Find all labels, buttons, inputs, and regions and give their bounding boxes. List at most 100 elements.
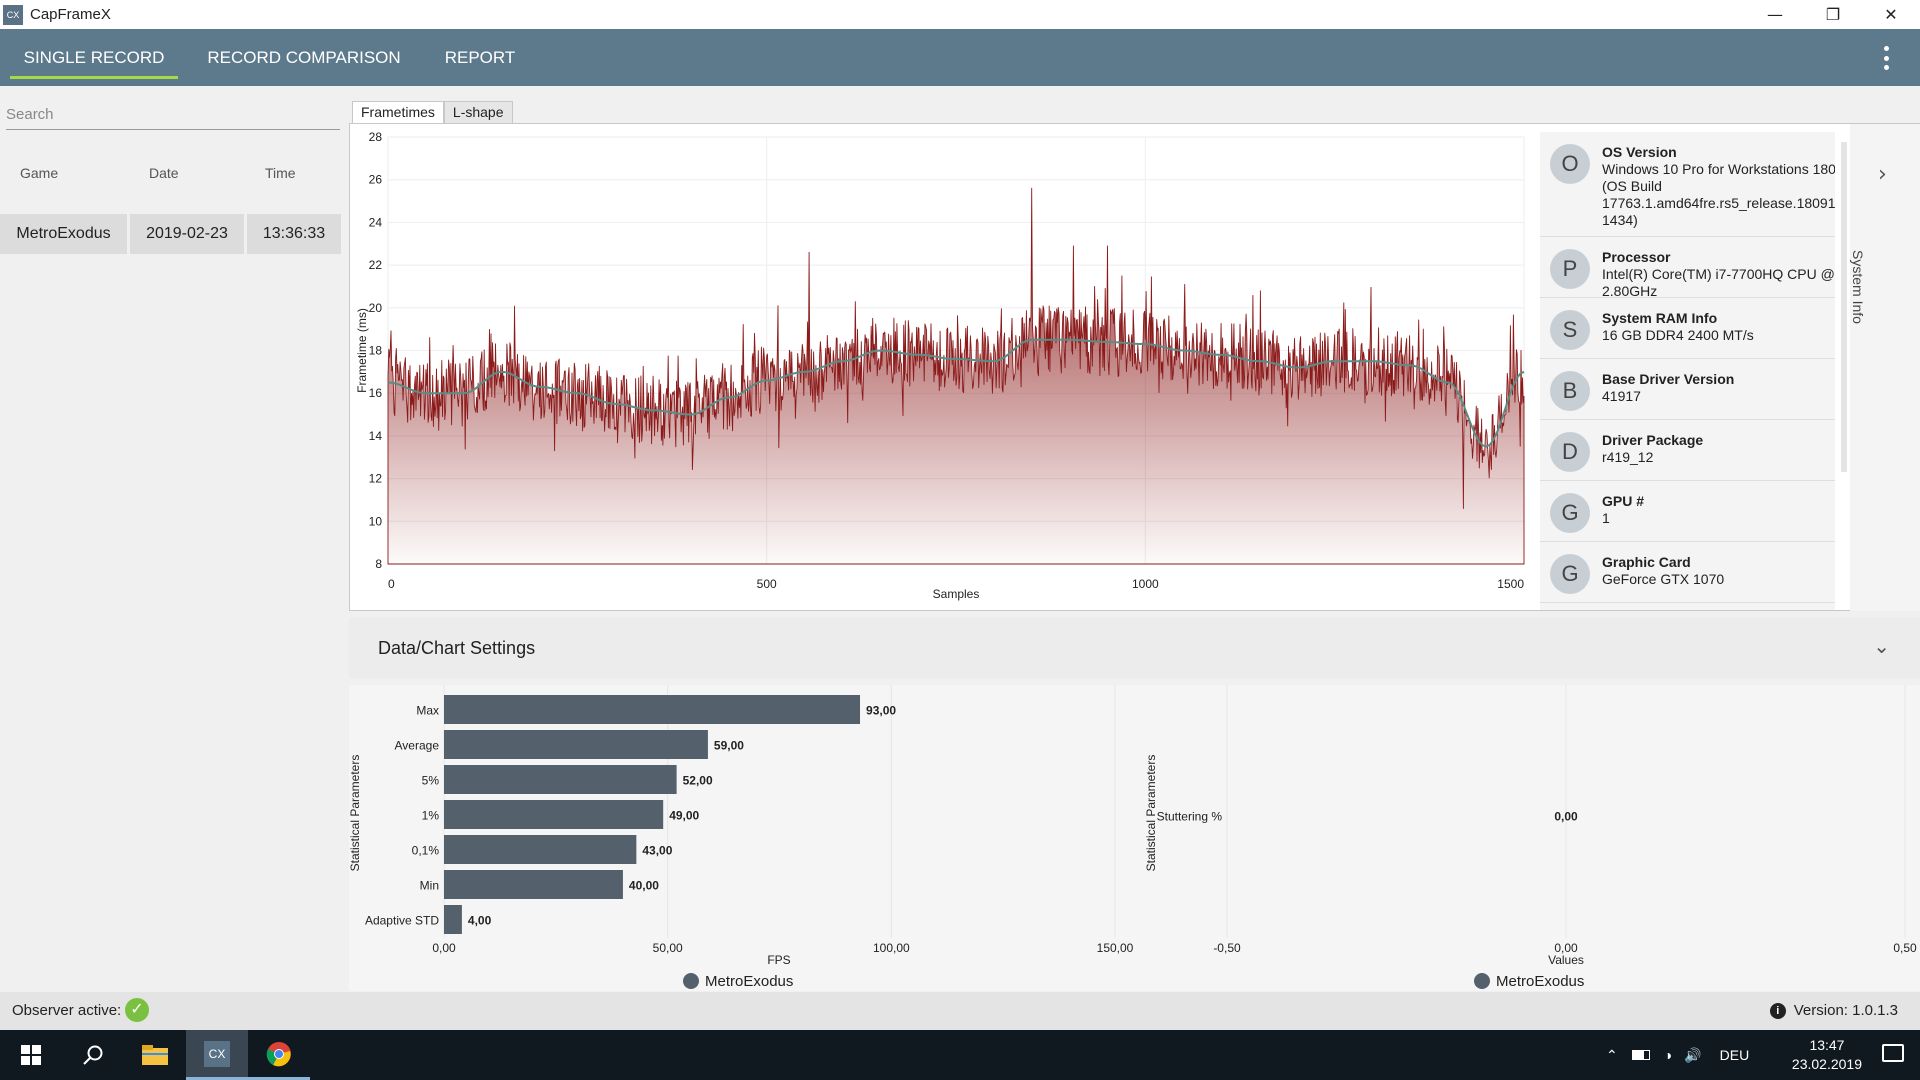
system-info-item: O OS Version Windows 10 Pro for Workstatio… — [1540, 132, 1835, 237]
column-header-time[interactable]: Time — [265, 165, 296, 181]
volume-icon[interactable]: 🔊 — [1684, 1046, 1702, 1063]
bar — [444, 730, 708, 759]
battery-icon[interactable] — [1631, 1050, 1650, 1060]
bar — [444, 695, 861, 724]
system-info-label: GPU # — [1602, 493, 1645, 509]
legend-marker — [1474, 973, 1490, 989]
system-info-text: Processor Intel(R) Core(TM) i7-7700HQ CPU… — [1602, 249, 1835, 300]
window-title: CapFrameX — [30, 6, 111, 23]
tab-single-record[interactable]: SINGLE RECORD — [10, 29, 178, 86]
category-label: 0,1% — [412, 844, 440, 858]
tab-report[interactable]: REPORT — [444, 48, 516, 67]
y-tick-label: 10 — [369, 514, 383, 528]
category-label: 5% — [422, 774, 440, 788]
check-icon: ✓ — [125, 998, 149, 1022]
settings-title: Data/Chart Settings — [378, 638, 536, 658]
close-icon[interactable]: ✕ — [1884, 5, 1898, 24]
search-icon[interactable] — [62, 1030, 124, 1080]
system-info-value: Intel(R) Core(TM) i7-7700HQ CPU @ 2.80GH… — [1602, 266, 1835, 299]
capframex-taskbar-icon[interactable]: CX — [186, 1030, 248, 1080]
app-icon: CX — [3, 4, 23, 25]
system-info-avatar: G — [1550, 554, 1590, 594]
version-label: Version: 1.0.1.3 — [1793, 1002, 1898, 1019]
y-tick-label: 24 — [369, 215, 383, 229]
system-info-value: Windows 10 Pro for Workstations 1809 (OS… — [1602, 161, 1835, 228]
system-info-label: System RAM Info — [1602, 310, 1718, 326]
system-info-item: S System RAM Info 16 GB DDR4 2400 MT/s — [1540, 298, 1835, 359]
system-info-flyout — [1850, 124, 1920, 611]
system-info-scrollbar[interactable] — [1839, 132, 1849, 610]
bar — [444, 905, 462, 934]
frametime-chart[interactable]: 8 10 12 14 16 18 20 22 24 26 28 0 500 1000 1500 Samples… — [350, 124, 1540, 610]
system-info-text: Base Driver Version 41917 — [1602, 371, 1734, 405]
column-header-game[interactable]: Game — [20, 165, 59, 181]
system-info-avatar: B — [1550, 371, 1590, 411]
settings-expander[interactable]: Data/Chart Settings ⌄ — [349, 618, 1920, 678]
restore-icon[interactable]: ❐ — [1825, 5, 1841, 24]
tab-record-comparison[interactable]: RECORD COMPARISON — [207, 48, 401, 67]
language-indicator[interactable]: DEU — [1719, 1047, 1750, 1063]
category-label: Stuttering % — [1157, 810, 1223, 824]
tab-frametimes[interactable]: Frametimes — [352, 101, 444, 124]
system-info-value: r419_12 — [1602, 449, 1654, 465]
chrome-icon[interactable] — [248, 1030, 310, 1080]
system-info-label: Graphic Card — [1602, 554, 1691, 570]
chevron-up-icon[interactable]: ⌃ — [1606, 1046, 1618, 1063]
system-info-item: P Processor Intel(R) Core(TM) i7-7700HQ CP… — [1540, 237, 1835, 300]
x-tick-label: -0,50 — [1213, 941, 1241, 955]
x-tick-label: 0,00 — [432, 941, 456, 955]
x-tick-label: 1500 — [1497, 577, 1524, 591]
chevron-down-icon[interactable]: ⌄ — [1873, 634, 1890, 658]
file-explorer-icon[interactable] — [124, 1030, 186, 1080]
bar — [444, 765, 677, 794]
system-info-label: Driver Package — [1602, 432, 1704, 448]
search-input[interactable] — [6, 100, 340, 130]
main-nav: SINGLE RECORD RECORD COMPARISON REPORT — [0, 29, 1920, 86]
info-icon[interactable]: i — [1769, 1002, 1786, 1019]
y-tick-label: 18 — [369, 344, 383, 358]
record-game[interactable]: MetroExodus — [0, 214, 127, 254]
data-label: 43,00 — [642, 844, 672, 858]
y-axis-label: Statistical Parameters — [1144, 755, 1158, 872]
tab-l-shape[interactable]: L-shape — [443, 101, 513, 124]
x-axis-label: Values — [1548, 953, 1584, 967]
clock[interactable]: 13:47 23.02.2019 — [1792, 1036, 1862, 1074]
category-label: Adaptive STD — [365, 914, 439, 928]
x-tick-label: 0,00 — [1554, 941, 1578, 955]
data-label: 59,00 — [714, 739, 744, 753]
legend-label: MetroExodus — [1496, 973, 1584, 990]
fps-statistics-chart[interactable]: 0,00 50,00 100,00 150,00 Max 93,00 Average 59,0… — [349, 685, 1209, 991]
x-tick-label: 50,00 — [653, 941, 683, 955]
system-info-label[interactable]: System Info — [1850, 250, 1866, 324]
wifi-icon[interactable]: ◑ — [1663, 1047, 1673, 1063]
chevron-right-icon[interactable]: › — [1878, 162, 1887, 187]
start-icon[interactable] — [0, 1030, 62, 1080]
moving-average-line — [387, 338, 1525, 448]
system-info-text: System RAM Info 16 GB DDR4 2400 MT/s — [1602, 310, 1754, 344]
bar — [444, 835, 637, 864]
record-date[interactable]: 2019-02-23 — [130, 214, 244, 254]
system-info-avatar: D — [1550, 432, 1590, 472]
system-info-label: OS Version — [1602, 144, 1677, 160]
category-label: Average — [395, 739, 440, 753]
minimize-icon[interactable]: — — [1767, 5, 1783, 24]
table-row[interactable]: MetroExodus 2019-02-23 13:36:33 — [0, 214, 344, 254]
more-menu-icon[interactable] — [1882, 46, 1890, 70]
column-header-date[interactable]: Date — [149, 165, 179, 181]
frametime-series — [387, 187, 1525, 565]
records-table: Game Date Time MetroExodus 2019-02-23 13… — [0, 152, 344, 254]
record-list-panel: Game Date Time MetroExodus 2019-02-23 13… — [0, 86, 344, 992]
x-tick-label: 1000 — [1132, 577, 1159, 591]
system-info-item: G Graphic Card GeForce GTX 1070 — [1540, 542, 1835, 603]
category-label: 1% — [422, 809, 440, 823]
observer-label: Observer active: — [12, 1002, 122, 1019]
system-tray: ⌃ ◑ 🔊 DEU — [1606, 1030, 1749, 1080]
category-label: Min — [420, 879, 439, 893]
record-time[interactable]: 13:36:33 — [247, 214, 341, 254]
notifications-icon[interactable] — [1882, 1044, 1904, 1062]
chart-tabs: Frametimes L-shape — [352, 101, 513, 124]
system-info-list: O OS Version Windows 10 Pro for Workstatio… — [1540, 132, 1835, 610]
y-tick-label: 22 — [369, 258, 383, 272]
records-header: Game Date Time — [0, 152, 344, 194]
